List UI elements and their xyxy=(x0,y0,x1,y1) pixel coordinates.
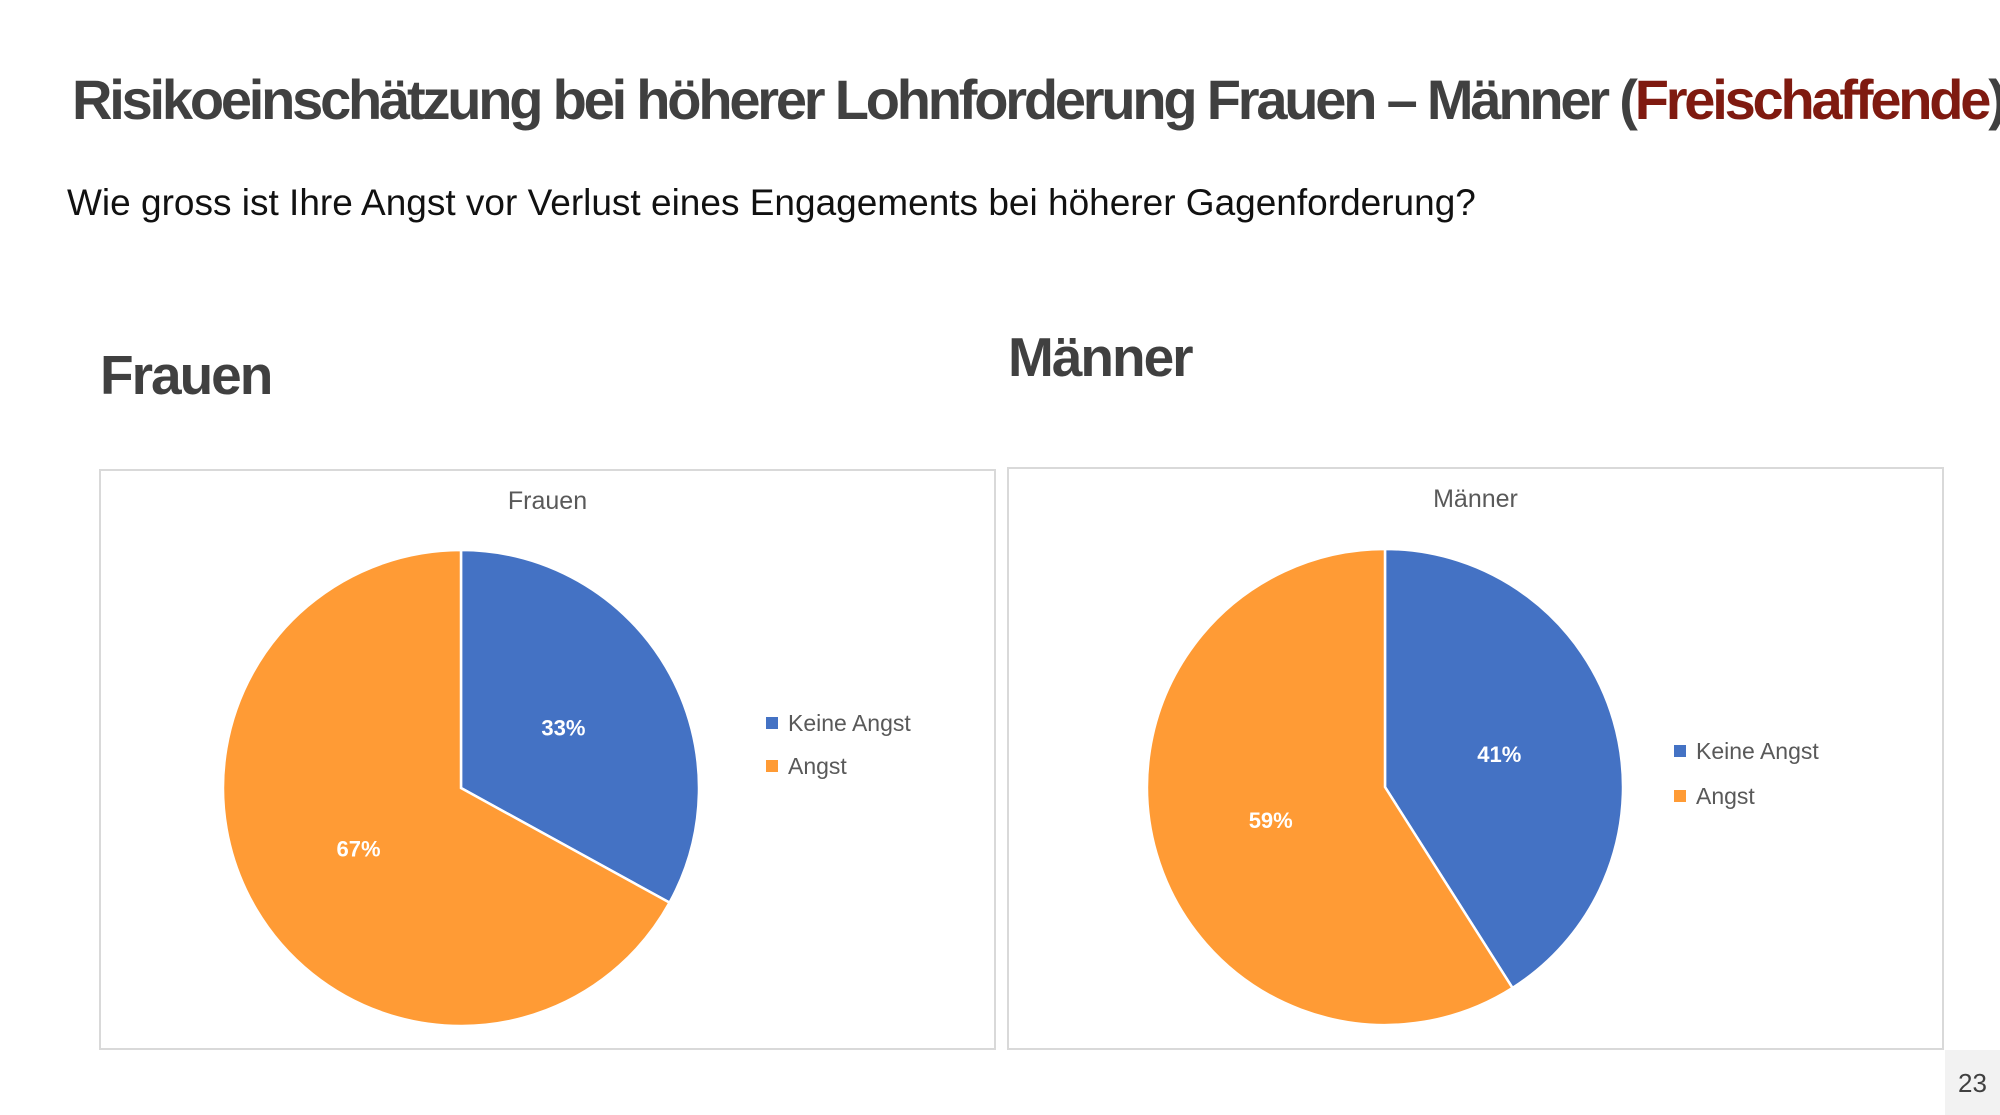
page-number: 23 xyxy=(1958,1068,1987,1098)
legend-label-keine-angst-maenner: Keine Angst xyxy=(1696,738,1819,764)
data-label-angst-maenner: 59% xyxy=(1249,808,1293,833)
pie-chart-maenner: Männer 41% 59% Keine Angst Angst xyxy=(1145,485,1819,1027)
pie-chart-frauen: Frauen 33% 67% Keine Angst Angst xyxy=(221,487,911,1028)
legend-swatch-keine-angst-maenner xyxy=(1674,745,1686,757)
chart-title-frauen: Frauen xyxy=(508,487,587,515)
slide-title: Risikoeinschätzung bei höherer Lohnforde… xyxy=(72,62,2000,138)
legend-swatch-keine-angst-frauen xyxy=(766,717,778,729)
slide-title-accent: Freischaffende xyxy=(1634,68,1992,131)
legend-swatch-angst-maenner xyxy=(1674,790,1686,802)
section-heading-maenner: Männer xyxy=(1008,326,1194,388)
pie-slice-angst-frauen[interactable] xyxy=(221,548,672,1028)
data-label-angst-frauen: 67% xyxy=(337,837,381,862)
pie-slice-angst-maenner[interactable] xyxy=(1145,547,1515,1027)
page-number-box: 23 xyxy=(1945,1050,2000,1115)
legend-label-angst-frauen: Angst xyxy=(788,753,847,779)
chart-title-maenner: Männer xyxy=(1433,485,1518,513)
chart-panel-frauen[interactable]: Frauen 33% 67% Keine Angst Angst xyxy=(99,469,996,1050)
section-heading-frauen: Frauen xyxy=(100,344,273,406)
slide-subtitle: Wie gross ist Ihre Angst vor Verlust ein… xyxy=(67,182,1476,223)
legend-swatch-angst-frauen xyxy=(766,760,778,772)
pie-slice-keine-angst-frauen[interactable] xyxy=(459,548,701,905)
data-label-keine-angst-frauen: 33% xyxy=(541,715,585,740)
slide-title-close: ) xyxy=(1988,68,2000,131)
pie-slice-keine-angst-maenner[interactable] xyxy=(1383,547,1625,990)
legend-label-keine-angst-frauen: Keine Angst xyxy=(788,710,911,736)
data-label-keine-angst-maenner: 41% xyxy=(1477,742,1521,767)
slide-title-main: Risikoeinschätzung bei höherer Lohnforde… xyxy=(72,68,1638,131)
chart-panel-maenner[interactable]: Männer 41% 59% Keine Angst Angst xyxy=(1007,467,1944,1050)
legend-label-angst-maenner: Angst xyxy=(1696,783,1755,809)
